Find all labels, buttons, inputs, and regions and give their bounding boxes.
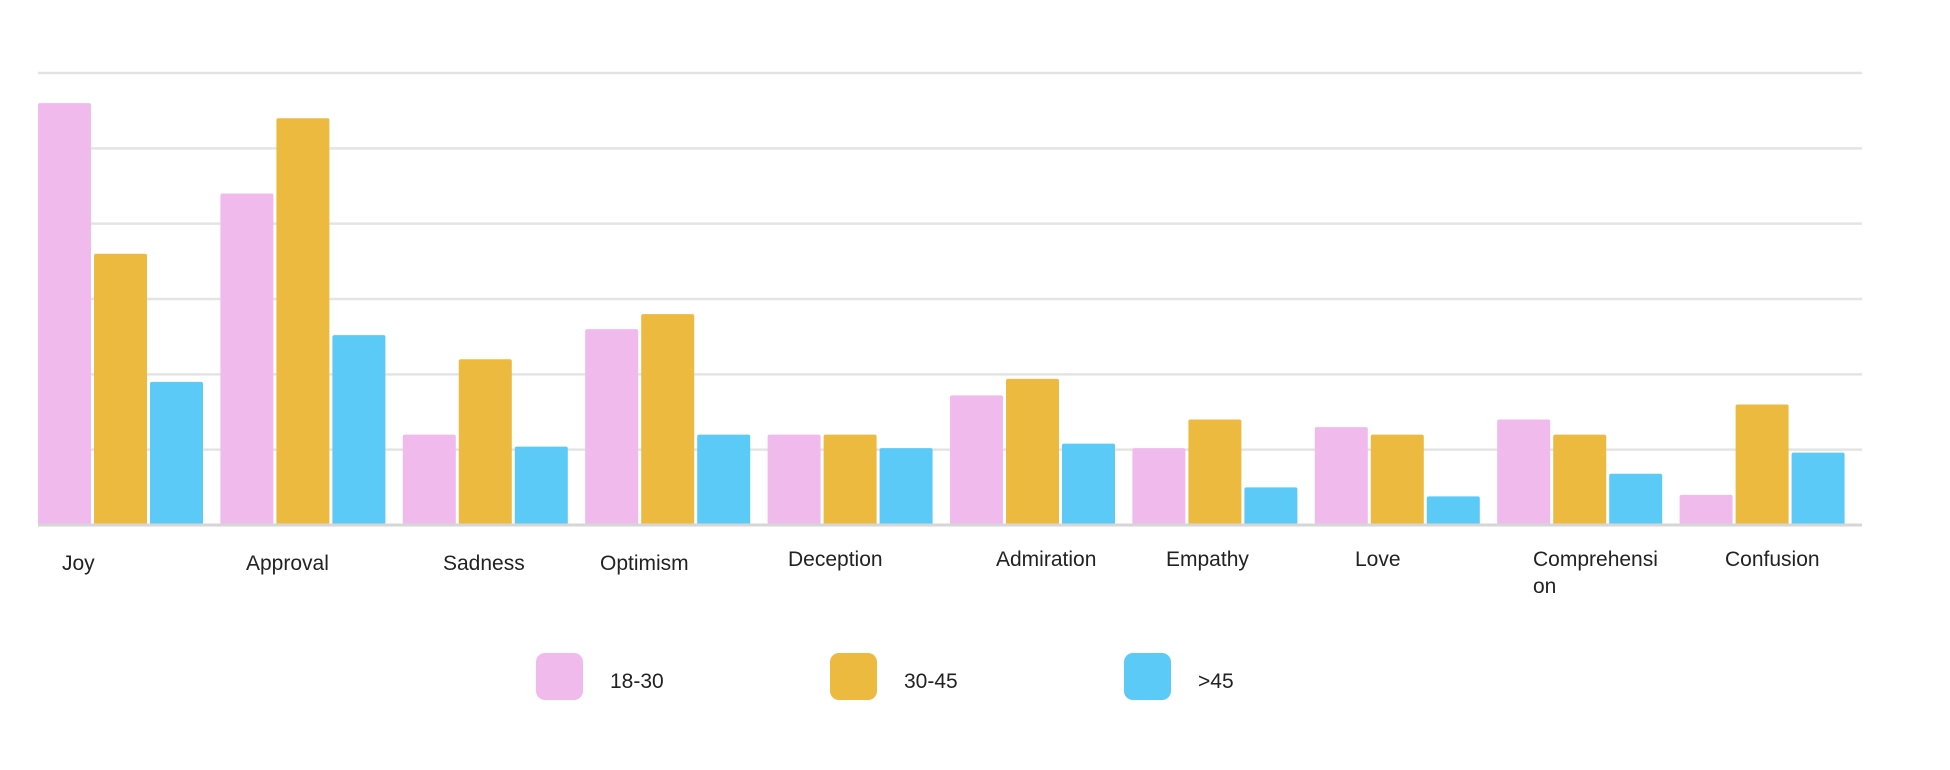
bar xyxy=(1553,434,1607,525)
bar xyxy=(94,253,147,526)
bar xyxy=(1006,378,1059,525)
bar xyxy=(1370,434,1424,525)
bar xyxy=(458,359,512,525)
category-labels: Joy Approval Sadness Optimism Deception Admir… xyxy=(62,548,1820,598)
bar xyxy=(1062,443,1115,525)
legend-label: 18-30 xyxy=(610,670,664,693)
bar xyxy=(641,314,695,525)
bar xyxy=(1609,473,1663,525)
x-tick-label: Love xyxy=(1355,548,1401,571)
bar xyxy=(38,103,91,525)
bar xyxy=(1735,404,1789,525)
legend-swatch xyxy=(1124,653,1171,700)
bar xyxy=(1132,448,1186,525)
bar xyxy=(1314,427,1368,525)
bar xyxy=(950,395,1003,525)
legend-item: >45 xyxy=(1124,653,1234,700)
bar xyxy=(1679,494,1733,525)
legend-item: 18-30 xyxy=(536,653,664,700)
bar xyxy=(1244,487,1298,525)
legend-swatch xyxy=(830,653,877,700)
legend-label: 30-45 xyxy=(904,670,958,693)
bar xyxy=(767,434,821,525)
bar xyxy=(697,434,751,525)
legend-swatch xyxy=(536,653,583,700)
legend-item: 30-45 xyxy=(830,653,958,700)
x-tick-label: Optimism xyxy=(600,552,689,575)
bar xyxy=(332,335,386,525)
x-tick-label: Confusion xyxy=(1725,548,1820,571)
bar xyxy=(1188,419,1242,525)
bar xyxy=(276,118,330,525)
bar xyxy=(823,434,877,525)
legend: 18-30 30-45 >45 xyxy=(536,653,1234,700)
bar xyxy=(150,381,203,525)
bars xyxy=(38,103,1845,526)
bar xyxy=(1497,419,1551,525)
x-tick-label: Joy xyxy=(62,552,95,575)
legend-label: >45 xyxy=(1198,670,1234,693)
x-tick-label: Empathy xyxy=(1166,548,1249,571)
x-tick-label: Comprehensi on xyxy=(1533,548,1658,598)
bar xyxy=(879,448,933,525)
x-tick-label: Admiration xyxy=(996,548,1096,571)
bar xyxy=(585,329,639,525)
x-tick-label: Approval xyxy=(246,552,329,575)
bar xyxy=(514,446,568,525)
x-tick-label: Sadness xyxy=(443,552,525,575)
x-tick-label: Deception xyxy=(788,548,883,571)
bar xyxy=(220,193,274,526)
bar xyxy=(1791,452,1845,525)
bar xyxy=(402,434,456,525)
bar xyxy=(1426,496,1480,525)
